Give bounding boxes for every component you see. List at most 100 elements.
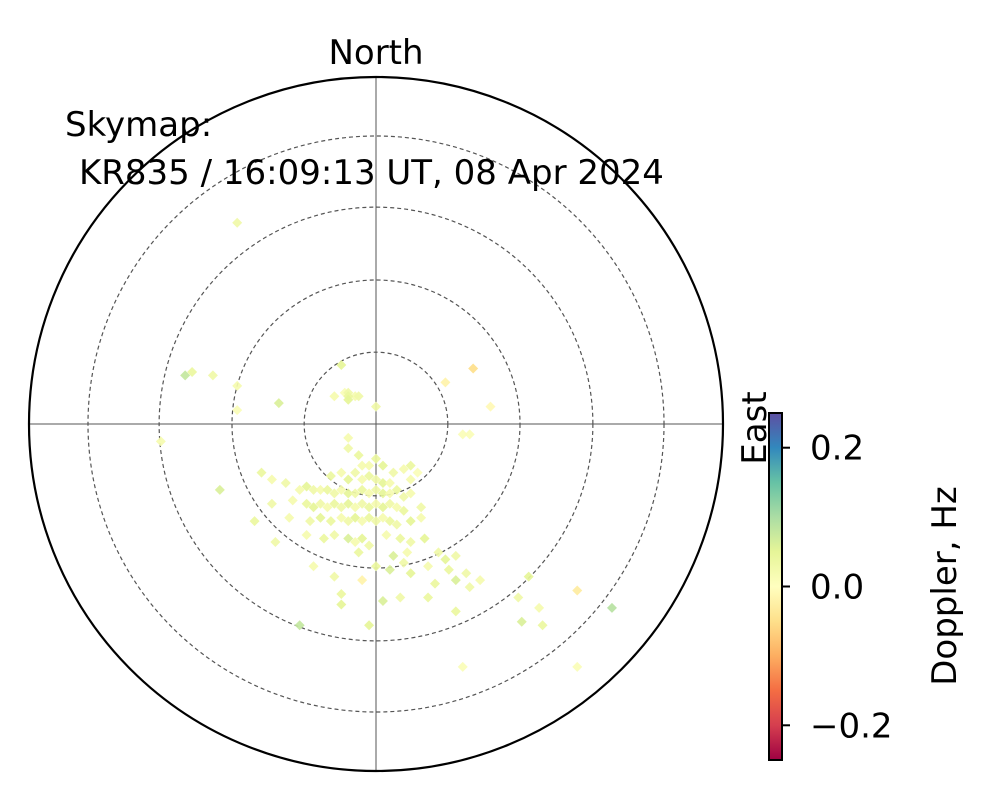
plot-boundary — [27, 75, 725, 773]
scatter-point-34 — [405, 474, 416, 485]
scatter-point-5 — [232, 380, 243, 391]
grid-ring-1 — [303, 351, 449, 497]
scatter-point-121 — [405, 568, 416, 579]
scatter-point-28 — [357, 460, 368, 471]
scatter-point-110 — [419, 533, 430, 544]
scatter-point-20 — [457, 429, 468, 440]
scatter-point-81 — [398, 505, 409, 516]
colorbar-ticks: −0.2 0.0 0.2 — [782, 429, 893, 746]
scatter-points — [29, 217, 617, 672]
scatter-point-96 — [391, 519, 402, 530]
scatter-point-142 — [294, 620, 305, 631]
scatter-point-49 — [308, 484, 319, 495]
scatter-point-75 — [357, 498, 368, 509]
scatter-point-57 — [364, 488, 375, 499]
scatter-point-112 — [388, 550, 399, 561]
scatter-point-70 — [322, 502, 333, 513]
scatter-point-7 — [273, 398, 284, 409]
scatter-point-101 — [318, 533, 329, 544]
scatter-point-147 — [457, 661, 468, 672]
grid-ring-3 — [158, 206, 594, 642]
colorbar-tick-label-2: 0.0 — [810, 568, 864, 608]
grid-ring-4 — [87, 135, 665, 713]
scatter-point-8 — [336, 360, 347, 371]
scatter-point-62 — [398, 491, 409, 502]
scatter-point-90 — [350, 512, 361, 523]
scatter-point-61 — [391, 484, 402, 495]
scatter-point-9 — [329, 391, 340, 402]
scatter-point-148 — [572, 661, 583, 672]
scatter-point-17 — [440, 377, 451, 388]
scatter-point-118 — [371, 561, 381, 572]
scatter-point-4 — [207, 370, 218, 381]
scatter-point-48 — [301, 481, 312, 492]
scatter-point-93 — [371, 516, 381, 527]
scatter-point-1 — [232, 217, 243, 228]
scatter-point-130 — [475, 575, 486, 586]
scatter-point-86 — [315, 512, 326, 523]
scatter-point-103 — [343, 533, 354, 544]
scatter-point-136 — [513, 592, 524, 603]
scatter-point-127 — [429, 578, 440, 589]
scatter-point-120 — [398, 557, 409, 568]
scatter-point-59 — [377, 488, 388, 499]
scatter-point-92 — [364, 512, 375, 523]
scatter-point-145 — [537, 620, 548, 631]
scatter-point-129 — [464, 582, 475, 593]
scatter-point-82 — [416, 502, 427, 513]
scatter-point-31 — [398, 464, 409, 475]
scatter-point-111 — [353, 547, 364, 558]
scatter-point-109 — [405, 536, 416, 547]
scatter-point-91 — [357, 516, 368, 527]
scatter-point-76 — [364, 502, 375, 513]
scatter-point-22 — [155, 436, 166, 447]
colorbar-tick-label-3: 0.2 — [810, 429, 864, 469]
scatter-point-65 — [266, 498, 277, 509]
scatter-point-137 — [572, 585, 583, 596]
scatter-point-107 — [381, 530, 392, 541]
scatter-point-51 — [322, 484, 333, 495]
scatter-point-36 — [336, 467, 347, 478]
scatter-point-3 — [187, 366, 198, 377]
scatter-point-38 — [350, 467, 361, 478]
scatter-point-102 — [329, 530, 340, 541]
scatter-point-27 — [371, 453, 381, 464]
scatter-point-29 — [377, 460, 388, 471]
scatter-point-6 — [232, 405, 243, 416]
colorbar: −0.2 0.0 0.2 Doppler, Hz — [768, 412, 965, 761]
chart-title: Skymap: — [65, 105, 212, 145]
scatter-point-141 — [606, 602, 617, 613]
scatter-point-26 — [364, 460, 375, 471]
scatter-point-104 — [350, 536, 361, 547]
scatter-point-52 — [329, 488, 340, 499]
scatter-point-73 — [343, 498, 354, 509]
scatter-point-55 — [350, 488, 361, 499]
scatter-point-63 — [405, 488, 416, 499]
scatter-point-116 — [450, 550, 461, 561]
scatter-point-146 — [29, 498, 34, 509]
scatter-point-45 — [266, 474, 277, 485]
scatter-point-89 — [343, 516, 354, 527]
scatter-point-123 — [443, 564, 454, 575]
scatter-point-53 — [336, 484, 347, 495]
scatter-point-21 — [464, 429, 475, 440]
scatter-point-106 — [364, 540, 375, 551]
colorbar-label: Doppler, Hz — [925, 486, 965, 686]
scatter-point-131 — [523, 571, 534, 582]
scatter-point-126 — [357, 575, 368, 586]
scatter-point-58 — [371, 484, 381, 495]
scatter-point-114 — [433, 547, 444, 558]
scatter-point-135 — [423, 592, 434, 603]
scatter-point-144 — [516, 616, 527, 627]
scatter-point-41 — [371, 474, 381, 485]
scatter-point-15 — [343, 394, 354, 405]
scatter-point-56 — [357, 484, 368, 495]
scatter-point-95 — [384, 516, 395, 527]
scatter-point-124 — [461, 568, 472, 579]
north-label: North — [328, 33, 423, 73]
scatter-point-132 — [336, 589, 347, 600]
chart-subtitle: KR835 / 16:09:13 UT, 08 Apr 2024 — [79, 153, 664, 193]
scatter-point-23 — [343, 432, 354, 443]
scatter-point-47 — [294, 484, 305, 495]
scatter-point-37 — [343, 474, 354, 485]
